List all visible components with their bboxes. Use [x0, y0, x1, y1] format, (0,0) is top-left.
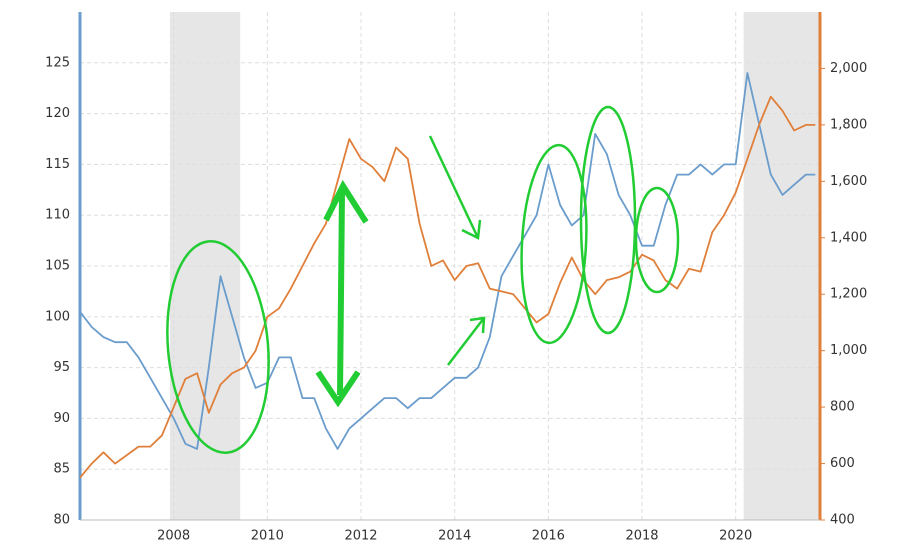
y2-tick-label: 1,600	[830, 174, 867, 189]
y-tick-label: 110	[45, 208, 70, 223]
y2-tick-label: 2,000	[830, 61, 867, 76]
annotation-arrow	[428, 135, 482, 240]
y2-tick-label: 600	[830, 456, 855, 471]
x-tick-label: 2014	[438, 529, 471, 544]
y2-tick-label: 1,400	[830, 230, 867, 245]
y2-tick-label: 800	[830, 400, 855, 415]
y-tick-label: 125	[45, 55, 70, 70]
plot-layer	[79, 72, 816, 479]
annotation-ellipse	[579, 105, 637, 335]
x-tick-label: 2008	[157, 529, 190, 544]
y2-tick-label: 1,800	[830, 117, 867, 132]
y-tick-label: 85	[53, 462, 70, 477]
annotation-ellipse	[166, 240, 270, 454]
y-tick-label: 115	[45, 157, 70, 172]
y-tick-label: 95	[53, 360, 70, 375]
x-tick-label: 2016	[532, 529, 565, 544]
y-tick-label: 105	[45, 259, 70, 274]
y-tick-label: 90	[53, 411, 70, 426]
series-line	[79, 72, 816, 450]
x-tick-label: 2020	[719, 529, 752, 544]
x-tick-label: 2010	[251, 529, 284, 544]
y-tick-label: 80	[53, 513, 70, 528]
series-line	[79, 95, 816, 479]
annotation-ellipse	[634, 186, 680, 294]
y2-tick-label: 1,000	[830, 343, 867, 358]
y2-tick-label: 400	[830, 513, 855, 528]
annotation-double-arrow	[315, 179, 369, 408]
y-tick-label: 100	[45, 309, 70, 324]
y2-tick-label: 1,200	[830, 287, 867, 302]
x-tick-label: 2012	[344, 529, 377, 544]
y-tick-label: 120	[45, 106, 70, 121]
annotation-ellipse	[520, 143, 588, 345]
annotations	[166, 105, 680, 454]
x-tick-label: 2018	[625, 529, 658, 544]
annotation-arrow	[447, 316, 486, 366]
background-layer: 2008 2010 2012 2014 2016 2018 2020 80 85 90 95 100 1…	[45, 12, 867, 544]
